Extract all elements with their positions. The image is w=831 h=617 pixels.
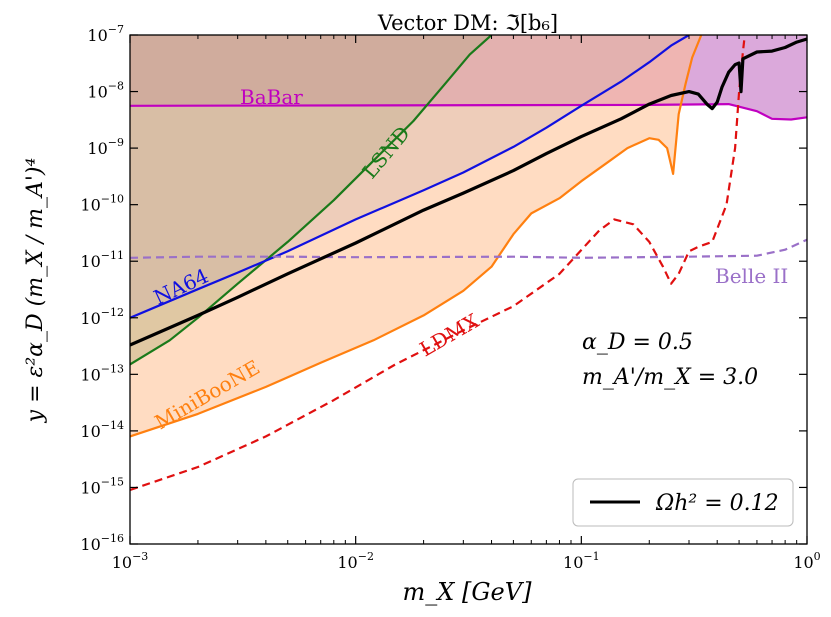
x-tick-label: 10−2: [337, 550, 374, 572]
series-lines: [130, 35, 807, 492]
series-label-babar: BaBar: [240, 85, 303, 109]
series-line-6: [130, 37, 807, 347]
series-line-4: [130, 238, 807, 259]
x-tick-label: 10−1: [563, 550, 600, 572]
y-axis-label: y = ε²α_D (m_X / m_A')⁴: [23, 158, 48, 424]
series-label-belle2: Belle II: [715, 264, 788, 288]
y-tick-label: 10−16: [80, 532, 124, 554]
chart-title: Vector DM: ℑ[b₆]: [377, 11, 558, 35]
series-line-3: [130, 35, 703, 438]
y-tick-label: 10−12: [80, 306, 124, 328]
y-tick-label: 10−8: [87, 80, 124, 102]
legend-box: [572, 478, 794, 527]
annotation-mass-ratio: m_A'/m_X = 3.0: [582, 365, 758, 390]
y-tick-label: 10−15: [80, 475, 124, 497]
x-tick-label: 100: [793, 550, 820, 572]
axes-frame: [129, 34, 808, 545]
y-tick-label: 10−11: [80, 249, 124, 271]
tick-labels: 10−3 10−2 10−1 100 10−7 10−8 10−9 10−10 10−11 10−…: [80, 23, 820, 572]
y-tick-label: 10−14: [80, 419, 124, 441]
annotation-alpha-d: α_D = 0.5: [582, 330, 693, 355]
legend-label-relic-density: Ωh² = 0.12: [655, 491, 779, 516]
axis-ticks: [129, 34, 808, 545]
series-fill-3: [130, 35, 702, 437]
y-tick-label: 10−13: [80, 362, 124, 384]
legend: Ωh² = 0.12: [572, 478, 794, 527]
x-tick-label: 10−3: [112, 550, 149, 572]
x-axis-label: m_X [GeV]: [403, 578, 533, 606]
series-line-1: [130, 35, 493, 366]
series-line-5: [130, 35, 746, 492]
series-line-2: [130, 35, 690, 319]
y-tick-label: 10−7: [87, 23, 124, 45]
y-tick-label: 10−9: [87, 136, 124, 158]
y-tick-label: 10−10: [80, 193, 124, 215]
